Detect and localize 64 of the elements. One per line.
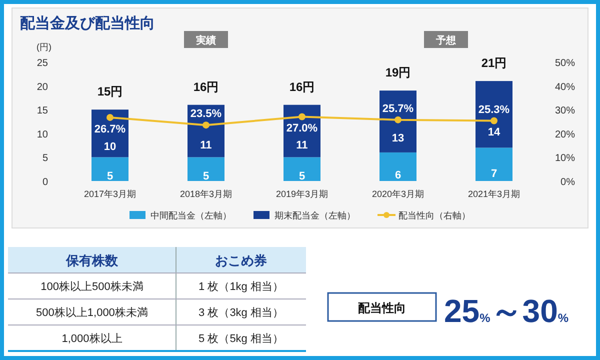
data-label: 25.7%	[382, 102, 414, 115]
point	[298, 113, 306, 120]
total-label: 19円	[385, 66, 411, 80]
data-label: 13	[392, 132, 404, 144]
total-label: 21円	[481, 56, 507, 70]
legend-label: 配当性向（右軸）	[398, 210, 470, 220]
y2-tick-label: 0%	[560, 177, 576, 188]
data-label: 11	[296, 140, 308, 152]
y-tick-label: 5	[42, 153, 48, 164]
x-tick-label: 2021年3月期	[468, 189, 520, 199]
data-label: 27.0%	[286, 122, 318, 135]
x-tick-label: 2019年3月期	[276, 189, 328, 199]
y2-tick-label: 50%	[554, 58, 576, 69]
data-label: 6	[394, 169, 402, 182]
text: 保有株数	[65, 253, 119, 268]
bar	[92, 157, 128, 181]
y-tick-label: 15	[36, 106, 48, 117]
data-label: 5	[298, 170, 306, 183]
point	[394, 116, 402, 124]
data-label: 5	[106, 170, 114, 183]
x-tick-label: 2018年3月期	[180, 189, 232, 199]
point	[490, 117, 498, 124]
text: 100株以上500株未満	[40, 280, 144, 293]
x-tick-label: 2020年3月期	[372, 189, 424, 199]
y-tick-label: 0	[42, 177, 48, 188]
text: 配当性向	[358, 301, 406, 315]
x-tick-label: 2017年3月期	[84, 189, 136, 199]
point	[202, 122, 210, 129]
y2-tick-label: 10%	[554, 153, 576, 164]
total-label: 16円	[289, 80, 315, 94]
y-axis-title: (円)	[36, 42, 52, 52]
text: 500株以上1,000株未満	[36, 306, 148, 319]
data-label: 10	[104, 140, 116, 153]
total-label: 15円	[97, 84, 123, 99]
text: おこめ券	[215, 253, 267, 268]
bar	[188, 157, 224, 181]
data-label: 25.3%	[478, 104, 510, 116]
bar	[476, 148, 512, 181]
text: 1 枚（1kg 相当）	[198, 280, 284, 293]
data-label: 5	[202, 170, 210, 183]
y-tick-label: 20	[36, 82, 48, 93]
text: 予想	[435, 34, 457, 46]
data-label: 14	[488, 126, 501, 139]
legend-label: 期末配当金（左軸）	[274, 210, 356, 220]
legend-label: 中間配当金（左軸）	[150, 210, 232, 220]
data-label: 26.7%	[94, 123, 126, 136]
text: 実績	[195, 34, 216, 46]
point	[106, 114, 114, 121]
y2-tick-label: 20%	[554, 129, 576, 140]
bar	[284, 157, 320, 181]
text: 1,000株以上	[62, 332, 122, 345]
text: 3 枚（3kg 相当）	[198, 306, 284, 319]
text: 25%～30%	[444, 293, 569, 329]
bar	[380, 152, 416, 181]
text: 5 枚（5kg 相当）	[198, 332, 284, 345]
y-tick-label: 25	[36, 58, 48, 69]
total-label: 16円	[193, 80, 219, 94]
data-label: 11	[200, 140, 212, 152]
chart-title: 配当金及び配当性向	[20, 15, 155, 32]
data-label: 23.5%	[190, 108, 222, 120]
data-label: 7	[490, 168, 498, 180]
y2-tick-label: 40%	[554, 82, 576, 93]
y-tick-label: 10	[36, 129, 48, 140]
y2-tick-label: 30%	[554, 106, 576, 117]
